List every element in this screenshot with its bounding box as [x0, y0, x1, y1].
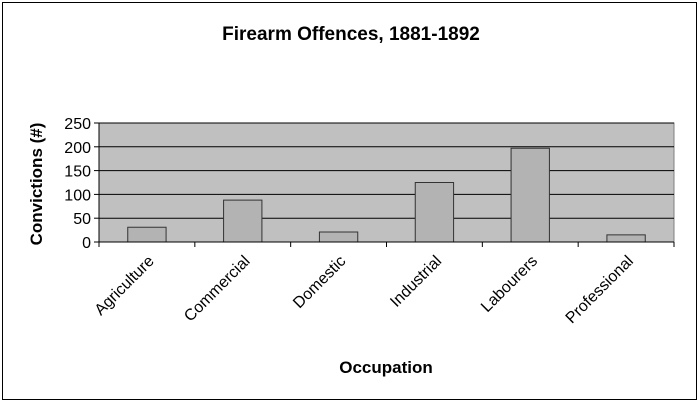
- x-category-label: Agriculture: [92, 253, 158, 319]
- y-tick-label: 50: [73, 211, 91, 228]
- axes: [94, 122, 675, 247]
- bar-domestic: [318, 231, 359, 243]
- bar-agriculture: [127, 226, 167, 243]
- x-category-label: Professional: [563, 253, 637, 327]
- y-tick-label: 200: [64, 140, 91, 157]
- y-tick-label: 0: [82, 235, 91, 252]
- x-axis-title: Occupation: [339, 358, 433, 377]
- y-axis-title: Convictions (#): [27, 123, 46, 246]
- bars: [127, 147, 646, 243]
- x-category-label: Industrial: [387, 253, 445, 311]
- bar-industrial: [414, 182, 455, 243]
- y-tick-labels: 250 200 150 100 50 0: [64, 116, 91, 252]
- x-category-label: Domestic: [290, 253, 349, 312]
- x-category-label: Commercial: [181, 253, 253, 325]
- bar-chart: Firearm Offences, 1881-1892 250 200 150 100…: [27, 24, 675, 377]
- x-category-labels: Agriculture Commercial Domestic Industrial L…: [92, 253, 637, 327]
- x-category-label: Labourers: [478, 253, 541, 316]
- bar-commercial: [223, 199, 263, 243]
- chart-title: Firearm Offences, 1881-1892: [222, 24, 480, 45]
- y-tick-label: 100: [64, 187, 91, 204]
- y-tick-label: 250: [64, 116, 91, 133]
- bar-professional: [606, 234, 646, 243]
- bar-labourers: [510, 147, 550, 243]
- y-tick-label: 150: [64, 164, 91, 181]
- gridlines: [99, 122, 674, 219]
- plot-area: [98, 122, 675, 243]
